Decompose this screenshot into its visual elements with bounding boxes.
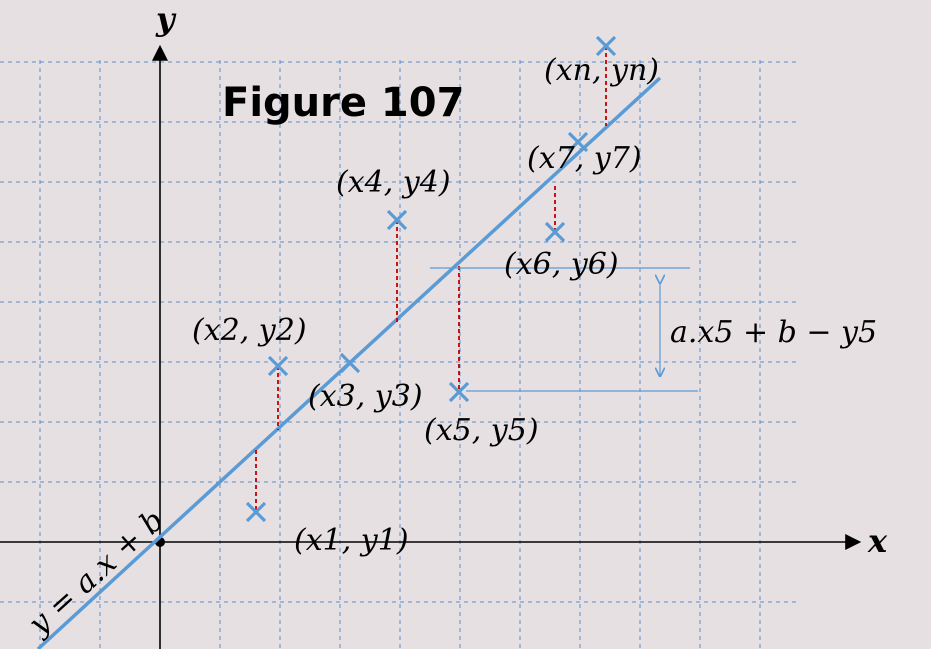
- point-label-1: (x1, y1): [294, 523, 409, 558]
- point-label-7: (x7, y7): [527, 141, 642, 176]
- point-marker-4: [386, 209, 408, 231]
- figure-title: Figure 107: [222, 80, 464, 126]
- y-axis-label: y: [155, 0, 177, 38]
- residual-expression: a.x5 + b − y5: [670, 315, 877, 350]
- point-marker-7: [567, 131, 589, 153]
- point-label-5: (x5, y5): [424, 413, 539, 448]
- grid: [0, 60, 800, 649]
- point-label-4: (x4, y4): [336, 165, 451, 200]
- point-marker-n: [595, 35, 617, 57]
- point-label-3: (x3, y3): [308, 379, 423, 414]
- point-marker-2: [267, 355, 289, 377]
- point-marker-5: [448, 381, 470, 403]
- point-label-n: (xn, yn): [544, 53, 659, 88]
- point-marker-6: [544, 221, 566, 243]
- line-equation-label: y = a.x + b: [20, 503, 170, 643]
- x-axis-label: x: [867, 522, 888, 560]
- point-label-2: (x2, y2): [192, 313, 307, 348]
- residuals: [255, 46, 607, 512]
- point-markers: [245, 35, 617, 523]
- point-marker-3: [339, 352, 361, 374]
- point-label-6: (x6, y6): [504, 247, 619, 282]
- point-marker-1: [245, 501, 267, 523]
